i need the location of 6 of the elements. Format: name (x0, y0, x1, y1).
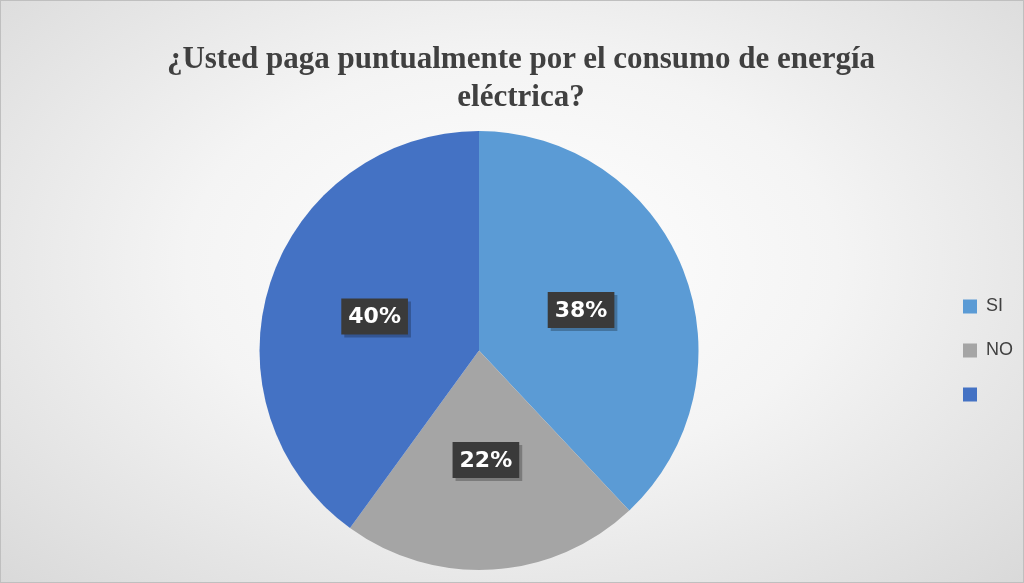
data-label: 22% (459, 446, 513, 472)
legend-label: NO (986, 339, 1013, 360)
data-label: 40% (348, 303, 401, 329)
data-label: 38% (554, 296, 608, 322)
chart-title: ¿Usted paga puntualmente por el consumo de energía eléctrica? (165, 39, 877, 115)
legend-label: SI (986, 295, 1004, 316)
